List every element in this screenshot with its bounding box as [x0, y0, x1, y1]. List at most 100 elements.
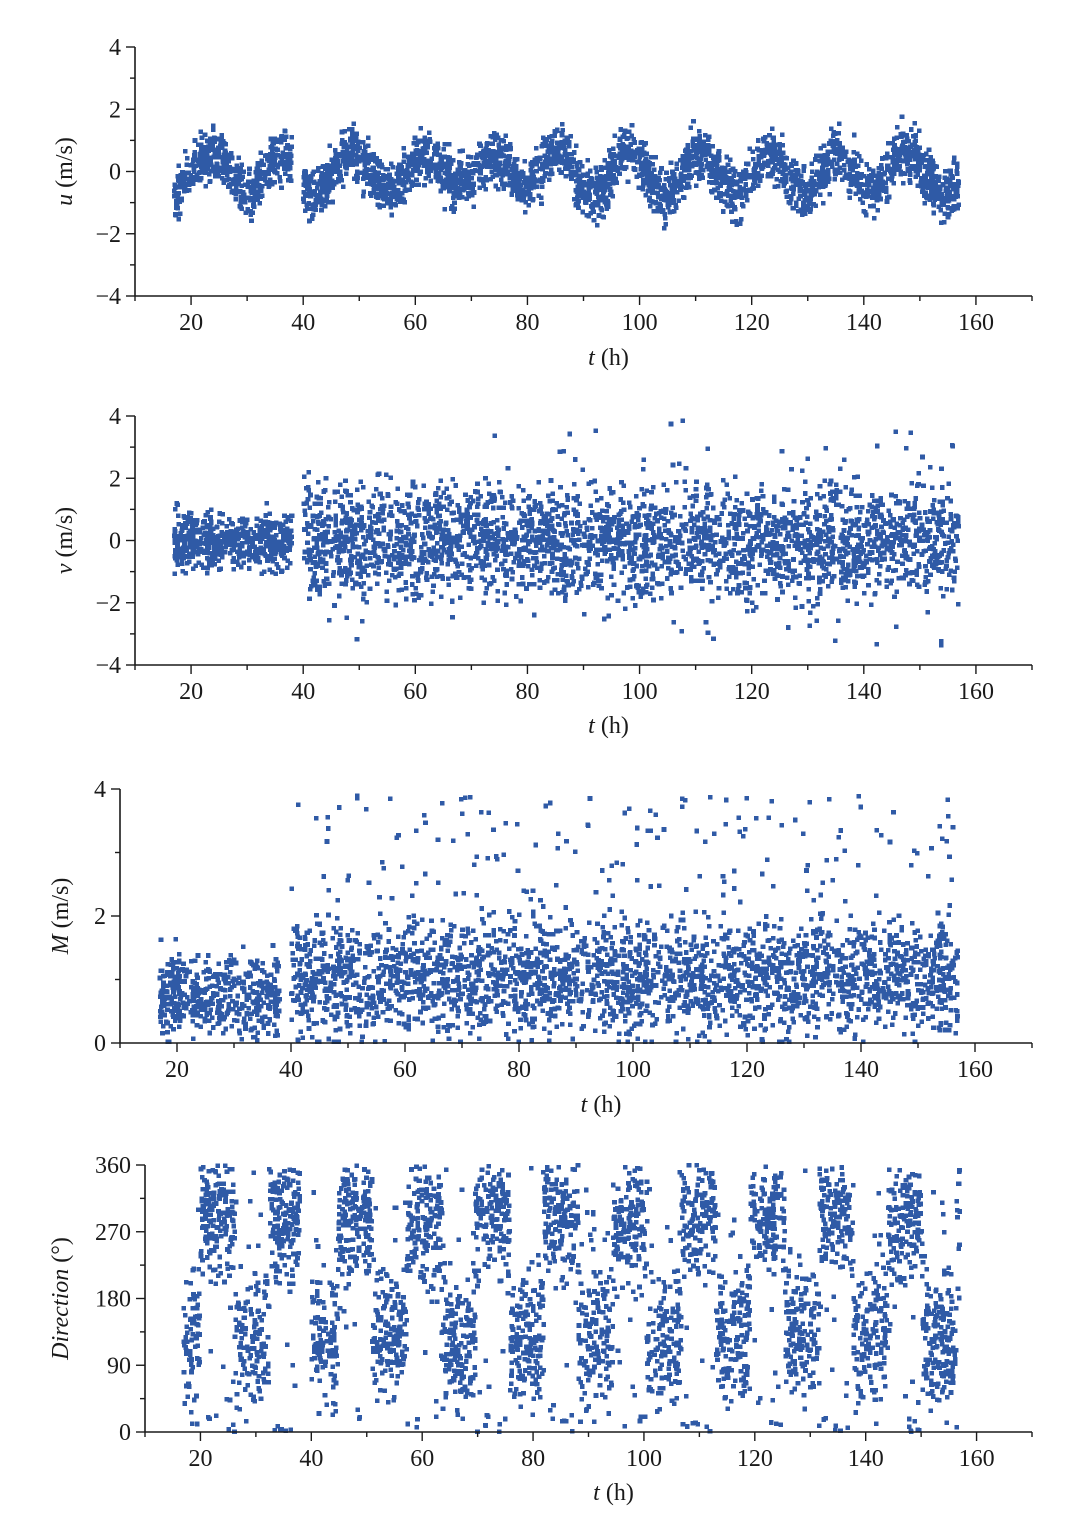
- v-data-point: [611, 546, 617, 551]
- u-data-point: [313, 192, 319, 198]
- u-data-point: [862, 182, 867, 188]
- u-data-point: [246, 179, 251, 184]
- u-data-point: [212, 135, 217, 141]
- v-data-point: [540, 544, 545, 549]
- u-data-point: [496, 160, 501, 166]
- v-data-point: [527, 582, 532, 587]
- v-data-point: [313, 564, 319, 569]
- u-data-point: [775, 183, 781, 189]
- u-data-point: [538, 195, 544, 201]
- u-data-point: [907, 178, 913, 183]
- v-data-point: [343, 582, 348, 587]
- v-data-point: [815, 602, 821, 607]
- u-data-point: [239, 183, 245, 188]
- v-data-point: [310, 578, 315, 584]
- u-data-point: [642, 165, 647, 170]
- u-data-point: [890, 140, 895, 146]
- v-data-point: [908, 430, 914, 435]
- u-data-point: [510, 167, 516, 173]
- u-data-point: [751, 182, 756, 187]
- u-data-point: [782, 181, 787, 186]
- u-data-point: [535, 158, 541, 164]
- v-data-point: [708, 558, 713, 564]
- u-data-point: [195, 177, 200, 182]
- u-data-point: [870, 168, 876, 174]
- u-data-point: [905, 136, 910, 142]
- u-data-point: [230, 167, 235, 173]
- u-data-point: [611, 164, 617, 169]
- v-data-point: [525, 541, 531, 547]
- u-data-point: [536, 193, 541, 199]
- u-data-point: [687, 167, 692, 172]
- u-data-point: [339, 129, 345, 135]
- u-data-point: [913, 150, 919, 155]
- u-data-point: [416, 140, 421, 145]
- u-data-point: [365, 181, 370, 187]
- u-data-point: [600, 174, 606, 180]
- u-data-point: [549, 141, 554, 146]
- u-data-point: [956, 202, 961, 207]
- u-data-point: [547, 177, 552, 182]
- v-data-point: [949, 539, 954, 544]
- u-data-point: [391, 194, 396, 199]
- u-data-point: [793, 203, 799, 208]
- v-data-point: [695, 514, 700, 519]
- v-data-point: [248, 527, 254, 532]
- u-data-point: [546, 135, 552, 140]
- u-data-point: [654, 208, 659, 214]
- v-data-point: [182, 515, 188, 521]
- u-data-point: [257, 201, 263, 206]
- u-data-point: [261, 162, 267, 167]
- u-data-point: [678, 173, 684, 178]
- v-data-point: [650, 484, 656, 490]
- u-data-point: [544, 139, 549, 144]
- v-data-point: [650, 521, 656, 526]
- v-data-point: [239, 564, 244, 570]
- v-data-point: [726, 574, 732, 580]
- u-data-point: [656, 175, 662, 181]
- v-data-point: [782, 559, 787, 564]
- v-data-point: [472, 540, 478, 546]
- u-data-point: [192, 164, 198, 169]
- u-data-point: [869, 178, 875, 183]
- v-data-point: [855, 556, 861, 562]
- v-data-point: [956, 601, 961, 607]
- u-data-point: [843, 172, 849, 178]
- u-data-point: [305, 186, 310, 191]
- v-data-point: [409, 537, 415, 543]
- u-data-point: [597, 174, 603, 179]
- v-data-point: [648, 591, 653, 597]
- v-data-point: [680, 548, 685, 554]
- u-data-point: [210, 164, 216, 170]
- u-data-point: [409, 183, 415, 188]
- u-data-point: [404, 169, 409, 175]
- u-data-point: [190, 162, 195, 168]
- v-data-point: [491, 552, 497, 557]
- u-data-point: [657, 170, 663, 176]
- v-data-point: [183, 523, 189, 528]
- v-data-point: [600, 541, 605, 546]
- u-data-point: [617, 155, 622, 160]
- u-data-point: [354, 131, 359, 137]
- u-data-point: [739, 216, 744, 222]
- u-data-point: [583, 200, 589, 206]
- u-data-point: [864, 187, 870, 192]
- u-data-point: [699, 152, 704, 158]
- v-data-point: [461, 575, 467, 581]
- u-data-point: [192, 138, 198, 143]
- u-data-point: [388, 161, 394, 167]
- v-data-point: [321, 557, 326, 562]
- u-data-point: [477, 141, 482, 147]
- u-data-point: [709, 180, 715, 185]
- v-data-point: [531, 555, 536, 561]
- u-data-point: [442, 164, 447, 170]
- v-data-point: [604, 524, 609, 530]
- u-data-point: [728, 198, 734, 204]
- u-data-point: [588, 183, 594, 188]
- v-data-point: [212, 537, 217, 542]
- v-data-point: [395, 519, 400, 524]
- u-data-point: [854, 176, 860, 182]
- u-data-point: [303, 191, 308, 197]
- v-data-point: [465, 498, 471, 503]
- u-data-point: [632, 149, 637, 155]
